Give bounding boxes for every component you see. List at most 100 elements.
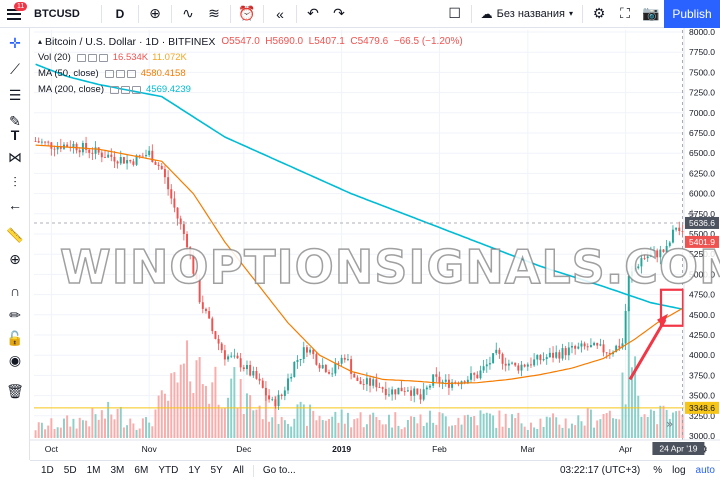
publish-button[interactable]: Publish: [664, 0, 720, 28]
snapshot-button[interactable]: 📷: [638, 0, 664, 28]
volume-bar: [375, 416, 378, 438]
brush-tool-icon[interactable]: ✎: [9, 112, 21, 129]
volume-bar: [488, 413, 491, 438]
candle-body: [255, 370, 258, 379]
timeframe-all[interactable]: All: [232, 465, 244, 476]
lock-icon[interactable]: 🔓: [6, 329, 24, 346]
candle-body: [211, 318, 214, 332]
candle-body: [179, 218, 182, 225]
crosshair-price-tag-bg: [685, 216, 719, 229]
notification-badge: 11: [14, 1, 28, 11]
price-chart[interactable]: 8000.0 7750.0 7500.0 7250.0 7000.0 6750.0 6500…: [30, 28, 720, 460]
scroll-right-icon[interactable]: »: [666, 417, 673, 431]
eye-icon[interactable]: ◉: [8, 351, 22, 368]
candle-body: [189, 247, 192, 255]
volume-bar: [675, 411, 678, 438]
candle-body: [264, 387, 267, 396]
candle-body: [678, 227, 681, 232]
eye-icon[interactable]: [104, 70, 114, 78]
compare-symbol-button[interactable]: ⊕: [142, 0, 168, 28]
settings-button[interactable]: ⚙: [586, 0, 612, 28]
candle-body: [160, 166, 163, 170]
magnet-icon[interactable]: ∩: [9, 283, 21, 299]
pattern-tool-icon[interactable]: ⋈: [8, 148, 22, 165]
time-tick-label: Oct: [45, 444, 59, 454]
candle-body: [132, 161, 135, 165]
zoom-in-icon[interactable]: ⊕: [9, 250, 21, 267]
crosshair-tool-icon[interactable]: ✛: [9, 34, 21, 51]
candle-body: [372, 379, 375, 386]
crosshair-price-tag: 5636.6: [689, 218, 715, 228]
cloud-icon: ☁: [480, 6, 493, 21]
lock-drawing-icon[interactable]: ✏: [9, 306, 21, 323]
volume-bar: [599, 419, 602, 438]
candle-body: [145, 155, 147, 157]
timeframe-1m[interactable]: 1M: [86, 465, 101, 476]
volume-bar: [88, 426, 91, 438]
settings-icon[interactable]: [121, 86, 130, 94]
indicators-button[interactable]: ∿: [175, 0, 201, 28]
volume-bar: [511, 414, 514, 438]
candle-body: [429, 385, 431, 388]
legend-ohlc: O5547.0 H5690.0 L5407.1 C5479.6 −66.5 (−…: [221, 36, 463, 47]
candle-body: [186, 233, 189, 248]
back-arrow-icon[interactable]: ←: [8, 197, 22, 213]
volume-bar: [545, 416, 548, 438]
ma200-legend-name: MA (200, close): [38, 84, 104, 95]
topbar-right-group: ☐ ☁ Без названия ▾ ⚙ ⛶ 📷 Publish: [442, 0, 720, 28]
candle-body: [634, 268, 637, 272]
interval-button[interactable]: D: [115, 6, 125, 21]
candle-body: [135, 155, 138, 165]
timeframe-1d[interactable]: 1D: [41, 465, 54, 476]
close-icon[interactable]: [98, 54, 108, 62]
ruler-tool-icon[interactable]: 📏: [6, 226, 24, 243]
timeframe-5y[interactable]: 5Y: [210, 465, 223, 476]
replay-button[interactable]: «: [267, 0, 293, 28]
fullscreen-layout-button[interactable]: ☐: [442, 0, 468, 28]
text-tool-icon[interactable]: T: [10, 127, 20, 143]
main-menu-button[interactable]: 11: [0, 0, 28, 28]
goto-date-button[interactable]: Go to...: [262, 465, 296, 476]
settings-icon[interactable]: [87, 54, 97, 62]
candle-body: [44, 141, 47, 143]
timeframe-5d[interactable]: 5D: [63, 465, 77, 476]
candle-body: [406, 390, 409, 392]
symbol-search-button[interactable]: BTCUSD: [34, 7, 80, 20]
volume-line-tag: 3348.6: [689, 403, 715, 413]
fullscreen-button[interactable]: ⛶: [612, 0, 638, 28]
volume-bar: [470, 416, 472, 438]
eye-icon[interactable]: [110, 86, 119, 94]
eye-icon[interactable]: [76, 54, 86, 62]
redo-button[interactable]: ↷: [326, 0, 352, 28]
trash-icon[interactable]: 🗑: [6, 382, 24, 399]
timeframe-ytd[interactable]: YTD: [158, 465, 179, 476]
volume-bar: [498, 410, 501, 438]
alert-button[interactable]: ⏰: [234, 0, 260, 28]
layout-name-button[interactable]: ☁ Без названия ▾: [475, 0, 579, 28]
ma200-line[interactable]: [35, 63, 683, 310]
timeframe-1y[interactable]: 1Y: [188, 465, 201, 476]
toolbar-divider: [263, 4, 264, 23]
legend-collapse-icon[interactable]: ▴: [38, 37, 43, 46]
settings-icon[interactable]: [115, 70, 125, 78]
ma50-line[interactable]: [35, 144, 683, 385]
close-icon[interactable]: [132, 86, 141, 94]
undo-button[interactable]: ↶: [300, 0, 326, 28]
chart-type-button[interactable]: ≋: [201, 0, 227, 28]
volume-bar: [649, 409, 652, 438]
log-scale-button[interactable]: log: [672, 465, 686, 476]
time-tick-label: Nov: [142, 444, 158, 454]
volume-bar: [422, 426, 425, 438]
volume-bar: [62, 418, 65, 438]
horizontal-lines-tool-icon[interactable]: ☰: [8, 86, 22, 103]
percent-scale-button[interactable]: %: [653, 465, 663, 476]
candle-body: [653, 250, 656, 254]
timeframe-3m[interactable]: 3M: [110, 465, 125, 476]
prediction-tool-icon[interactable]: ⫶: [13, 173, 17, 190]
trendline-tool-icon[interactable]: ⟋: [10, 60, 20, 77]
timeframe-6m[interactable]: 6M: [134, 465, 149, 476]
auto-scale-button[interactable]: auto: [695, 465, 715, 476]
drawing-toolbar: ✛ ⟋ ☰ ✎ T ⋈ ⫶ ← 📏 ⊕ ∩ ✏ 🔓 ◉ 🗑: [0, 28, 30, 460]
candle-body: [78, 150, 81, 153]
close-icon[interactable]: [126, 70, 136, 78]
